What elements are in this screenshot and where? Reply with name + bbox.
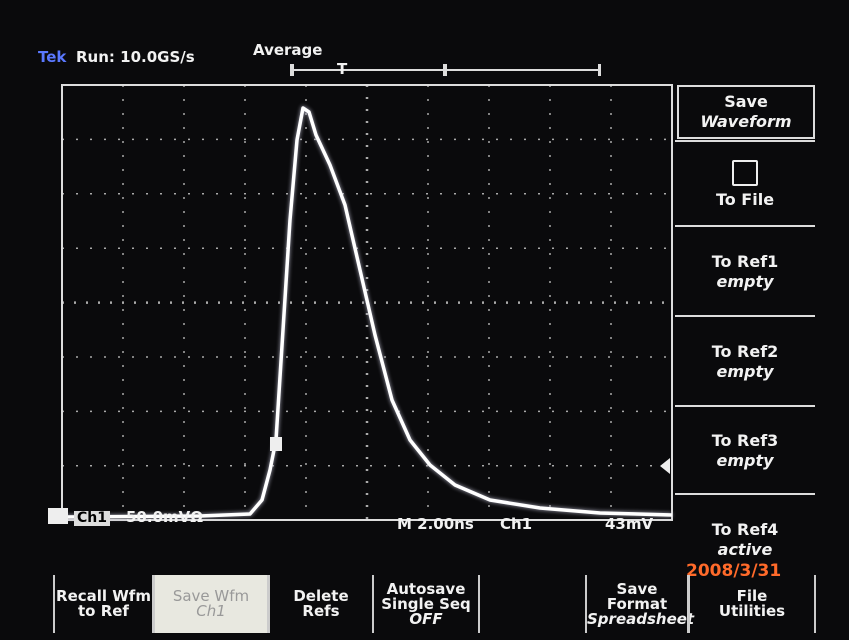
trigger-level: 43mV (605, 515, 654, 533)
button-label: empty (716, 451, 774, 470)
side-menu-button[interactable]: Save Waveform (677, 85, 815, 139)
trigger-point-marker (270, 437, 282, 451)
side-menu-button[interactable]: To File (675, 140, 815, 227)
record-end (598, 64, 601, 76)
bottom-menu-button[interactable]: Save Wfm Ch1 (153, 575, 269, 633)
button-label: To Ref2 (711, 342, 779, 361)
button-label: OFF (409, 609, 443, 628)
timebase: M 2.00ns (397, 515, 474, 533)
ch1-ground-marker (48, 508, 68, 524)
button-label: To Ref4 (711, 520, 779, 539)
record-bracket (290, 64, 294, 76)
acquisition-status: Run: 10.0GS/s (76, 48, 195, 66)
bottom-menu-button[interactable]: Delete Refs (268, 575, 374, 633)
side-menu-button[interactable]: To Ref3 empty (675, 405, 815, 495)
button-label: To Ref3 (711, 431, 779, 450)
button-label: Single Seq (381, 594, 471, 613)
disk-icon (732, 159, 758, 186)
brand: Tek (38, 48, 67, 66)
trigger-level-arrow (660, 458, 670, 474)
trigger-position: T (337, 60, 348, 78)
side-menu-button[interactable]: To Ref4 active (675, 493, 815, 585)
graticule-frame (61, 84, 673, 521)
photo-timestamp: 2008/3/31 (686, 561, 782, 581)
side-menu-button[interactable]: To Ref1 empty (675, 225, 815, 317)
side-menu-button[interactable]: To Ref2 empty (675, 315, 815, 407)
trigger-source: Ch1 (500, 515, 533, 533)
button-label: active (717, 540, 773, 559)
button-label: To File (715, 189, 775, 209)
button-label: File (736, 587, 768, 605)
bottom-menu-button[interactable]: File Utilities (688, 575, 816, 633)
bottom-menu-button[interactable]: Save Format Spreadsheet (585, 575, 695, 633)
button-label: empty (716, 362, 774, 381)
button-label: Autosave (386, 579, 466, 598)
acquisition-mode: Average (253, 41, 323, 59)
button-label: Waveform (700, 112, 792, 131)
vertical-scale: 50.0mVΩ (126, 508, 203, 526)
button-label: Delete (293, 587, 349, 605)
button-label: Utilities (718, 602, 786, 620)
channel-badge: Ch1 (74, 511, 110, 526)
bottom-menu-button[interactable]: Recall Wfm to Ref (53, 575, 154, 633)
button-label: empty (716, 272, 774, 291)
button-label: Format (606, 594, 668, 613)
button-label: To Ref1 (711, 252, 779, 271)
button-label: Save Wfm (172, 587, 250, 605)
button-label: Recall Wfm (56, 587, 151, 605)
button-label: Refs (302, 602, 340, 620)
button-label: Save (616, 579, 658, 598)
bottom-menu-button[interactable]: Autosave Single Seq OFF (372, 575, 480, 633)
button-label: Ch1 (196, 602, 226, 620)
button-label: to Ref (78, 602, 129, 620)
record-bracket (443, 64, 447, 76)
waveform-trace (61, 106, 673, 519)
button-label: Save (724, 92, 768, 111)
button-label: Spreadsheet (587, 609, 695, 628)
